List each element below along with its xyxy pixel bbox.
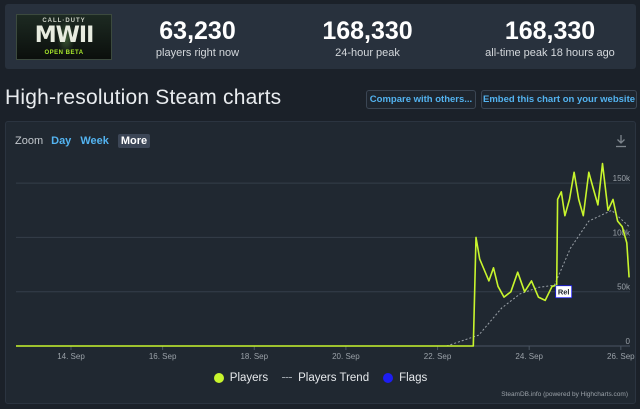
chart-panel: 0 50k 100k 150k 14. Sep 16. Sep 18. Sep 20. Sep… [5, 121, 636, 404]
legend-flags[interactable]: Flags [383, 372, 427, 384]
logo-cod-text: CALL·DUTY [42, 18, 86, 24]
y-tick-label: 50k [617, 283, 631, 292]
embed-chart-button[interactable]: Embed this chart on your website [481, 90, 637, 109]
download-icon[interactable] [615, 134, 627, 148]
chart-legend: Players Players Trend Flags [6, 372, 635, 384]
stat-label: all-time peak 18 hours ago [485, 47, 615, 59]
stat-alltime-peak: 168,330 all-time peak 18 hours ago [475, 18, 625, 59]
zoom-label: Zoom [15, 135, 44, 147]
flags-dot-icon [383, 373, 394, 383]
x-tick-label: 26. Sep [607, 352, 635, 361]
players-chart[interactable]: 0 50k 100k 150k 14. Sep 16. Sep 18. Sep 20. Sep… [6, 122, 637, 405]
players-line [16, 162, 630, 347]
x-tick-label: 20. Sep [332, 352, 360, 361]
stat-value: 63,230 [159, 17, 236, 45]
trend-dash-icon [282, 377, 293, 379]
release-flag-label: Rel [558, 288, 570, 297]
chart-credits[interactable]: SteamDB.info (powered by Highcharts.com) [501, 391, 628, 398]
stats-bar: CALL·DUTY MWII OPEN BETA 63,230 players … [5, 4, 636, 69]
stat-value: 168,330 [504, 17, 596, 45]
stat-24h-peak: 168,330 24-hour peak [305, 18, 430, 59]
legend-label: Players Trend [298, 372, 370, 384]
zoom-more-button[interactable]: More [117, 134, 151, 148]
stat-value: 168,330 [322, 17, 413, 45]
x-tick-label: 22. Sep [424, 352, 452, 361]
y-tick-label: 150k [613, 174, 631, 183]
players-trend-line [414, 209, 630, 347]
stat-label: players right now [155, 47, 240, 59]
logo-beta-text: OPEN BETA [44, 50, 84, 56]
soldier-figure-icon [57, 21, 75, 55]
x-tick-label: 16. Sep [149, 352, 177, 361]
zoom-controls: Zoom Day Week More [15, 134, 151, 148]
x-tick-label: 18. Sep [240, 352, 268, 361]
game-logo[interactable]: CALL·DUTY MWII OPEN BETA [16, 14, 112, 60]
zoom-day-button[interactable]: Day [51, 135, 72, 147]
y-tick-label: 0 [626, 337, 631, 346]
stat-players-now: 63,230 players right now [135, 18, 260, 59]
legend-players-trend[interactable]: Players Trend [282, 372, 369, 384]
legend-label: Flags [399, 372, 428, 384]
x-tick-label: 24. Sep [515, 352, 543, 361]
legend-label: Players [229, 372, 269, 384]
players-dot-icon [213, 373, 224, 383]
logo-mw-text: MWII [34, 23, 95, 48]
release-flag [555, 285, 573, 299]
legend-players[interactable]: Players [213, 372, 269, 384]
x-tick-label: 14. Sep [57, 352, 85, 361]
stat-label: 24-hour peak [335, 47, 400, 59]
y-tick-label: 100k [613, 228, 631, 237]
zoom-week-button[interactable]: Week [80, 135, 109, 147]
compare-button[interactable]: Compare with others... [366, 90, 476, 109]
page-title: High-resolution Steam charts [5, 86, 282, 109]
